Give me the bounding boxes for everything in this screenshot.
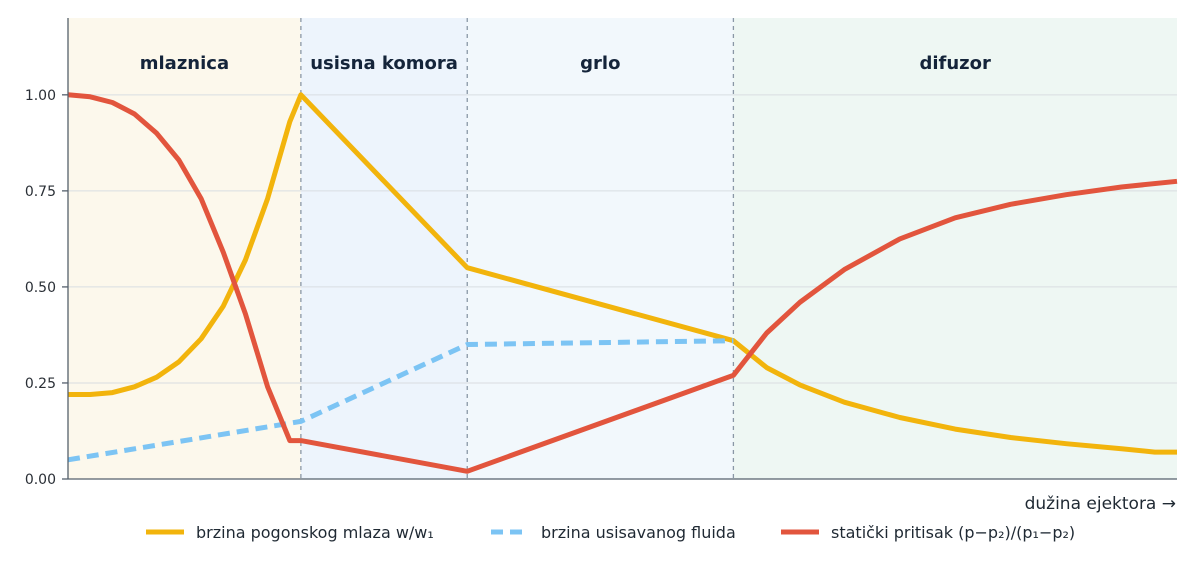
legend-label-1: brzina usisavanog fluida bbox=[541, 523, 736, 542]
region-background-0 bbox=[68, 18, 301, 479]
region-backgrounds bbox=[68, 18, 1177, 479]
x-axis-label: dužina ejektora → bbox=[1025, 494, 1176, 514]
y-tick-label: 0.50 bbox=[25, 280, 56, 296]
data-series bbox=[67, 92, 1178, 474]
region-label-usisna-komora: usisna komora bbox=[310, 53, 458, 74]
y-tick-label: 0.75 bbox=[25, 184, 56, 200]
series-line-0 bbox=[68, 92, 1177, 455]
legend: brzina pogonskog mlaza w/w₁ brzina usisav… bbox=[146, 523, 1075, 542]
region-labels: mlaznica usisna komora grlo difuzor bbox=[140, 53, 991, 74]
region-background-3 bbox=[733, 18, 1177, 479]
y-tick-label: 0.00 bbox=[25, 472, 56, 488]
region-background-1 bbox=[300, 18, 468, 479]
region-label-difuzor: difuzor bbox=[919, 53, 991, 74]
region-dividers bbox=[300, 18, 735, 479]
gridlines bbox=[68, 94, 1177, 384]
region-label-grlo: grlo bbox=[580, 53, 620, 74]
region-label-mlaznica: mlaznica bbox=[140, 53, 229, 74]
y-tick-labels: 0.00 0.25 0.50 0.75 1.00 bbox=[25, 88, 56, 488]
legend-label-0: brzina pogonskog mlaza w/w₁ bbox=[196, 523, 434, 542]
axes bbox=[62, 18, 1177, 480]
series-line-1 bbox=[67, 338, 734, 463]
y-tick-label: 0.25 bbox=[25, 376, 56, 392]
region-background-2 bbox=[467, 18, 734, 479]
y-tick-label: 1.00 bbox=[25, 88, 56, 104]
series-line-2 bbox=[67, 92, 1178, 474]
legend-label-2: statički pritisak (p−p₂)/(p₁−p₂) bbox=[831, 523, 1075, 542]
